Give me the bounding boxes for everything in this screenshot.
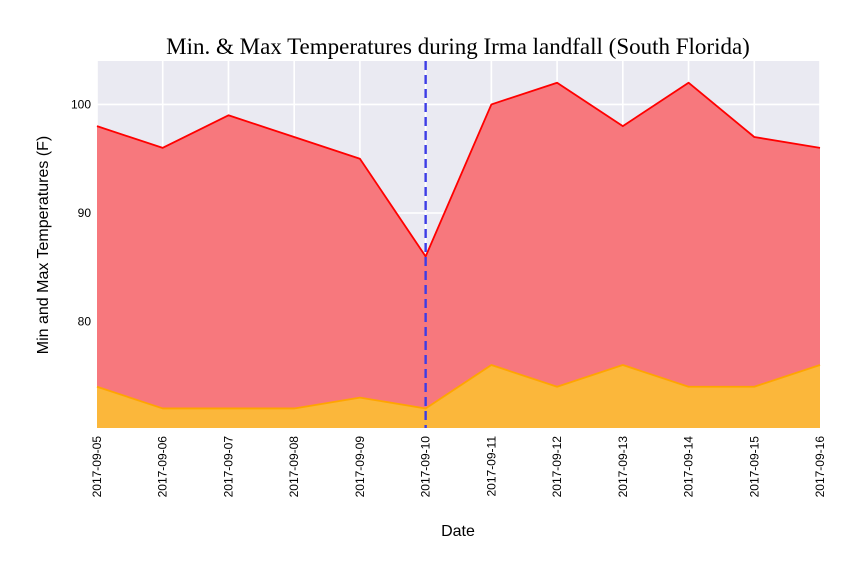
- x-tick-label: 2017-09-11: [484, 436, 498, 497]
- x-tick-label: 2017-09-05: [90, 436, 104, 498]
- x-tick-label: 2017-09-08: [287, 436, 301, 498]
- x-tick-label: 2017-09-07: [221, 436, 235, 498]
- x-tick-label: 2017-09-09: [353, 436, 367, 498]
- y-tick-label: 90: [78, 206, 92, 220]
- x-tick-label: 2017-09-06: [156, 436, 170, 498]
- x-tick-labels: 2017-09-05 2017-09-06 2017-09-07 2017-09-08…: [90, 436, 827, 498]
- x-tick-label: 2017-09-10: [419, 436, 433, 498]
- x-axis-label: Date: [441, 523, 475, 540]
- x-tick-label: 2017-09-12: [550, 436, 564, 498]
- y-tick-label: 80: [78, 315, 92, 329]
- x-tick-label: 2017-09-13: [616, 436, 630, 498]
- y-tick-label: 100: [71, 97, 91, 111]
- y-axis-label: Min and Max Temperatures (F): [35, 136, 52, 354]
- y-tick-labels: 80 90 100: [71, 97, 91, 328]
- chart-title: Min. & Max Temperatures during Irma land…: [166, 34, 750, 59]
- x-tick-label: 2017-09-14: [682, 436, 696, 498]
- x-tick-label: 2017-09-15: [747, 436, 761, 498]
- x-tick-label: 2017-09-16: [813, 436, 827, 498]
